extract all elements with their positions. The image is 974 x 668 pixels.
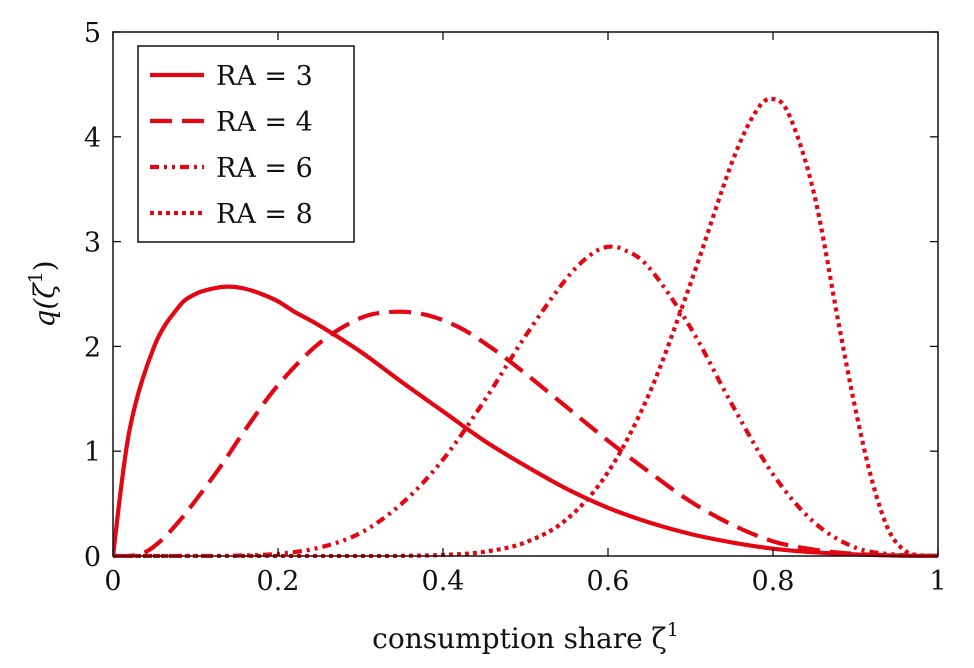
legend: RA = 3 RA = 4 RA = 6 RA = 8 (137, 45, 355, 243)
legend-box (137, 45, 355, 243)
legend-label: RA = 8 (216, 199, 313, 230)
ticks-layer: 0 0.2 0.4 0.6 0.8 1 0 1 2 3 4 5 (84, 18, 947, 597)
x-tick-label: 1 (929, 566, 946, 597)
plot-frame (112, 31, 939, 557)
legend-label: RA = 6 (216, 153, 313, 184)
x-axis-title: consumption share ζ1 (372, 619, 679, 655)
x-tick-label: 0.6 (587, 566, 630, 597)
y-tick-label: 0 (84, 542, 101, 573)
x-tick-label: 0 (104, 566, 121, 597)
axis-titles: consumption share ζ1 q(ζ1) (25, 260, 679, 655)
y-tick-label: 1 (84, 437, 101, 468)
series-line-ra-6 (113, 244, 938, 558)
x-tick-label: 0.8 (752, 566, 795, 597)
y-axis-title: q(ζ1) (25, 260, 61, 327)
legend-label: RA = 4 (216, 107, 313, 138)
x-tick-label: 0.4 (422, 566, 465, 597)
y-tick-label: 3 (84, 228, 101, 259)
series-line-ra-3 (113, 284, 938, 558)
series-line-ra-4 (113, 309, 938, 558)
legend-label: RA = 3 (216, 61, 313, 92)
y-tick-label: 2 (84, 332, 101, 363)
y-tick-label: 5 (84, 18, 101, 49)
y-tick-label: 4 (84, 123, 101, 154)
x-tick-label: 0.2 (257, 566, 300, 597)
